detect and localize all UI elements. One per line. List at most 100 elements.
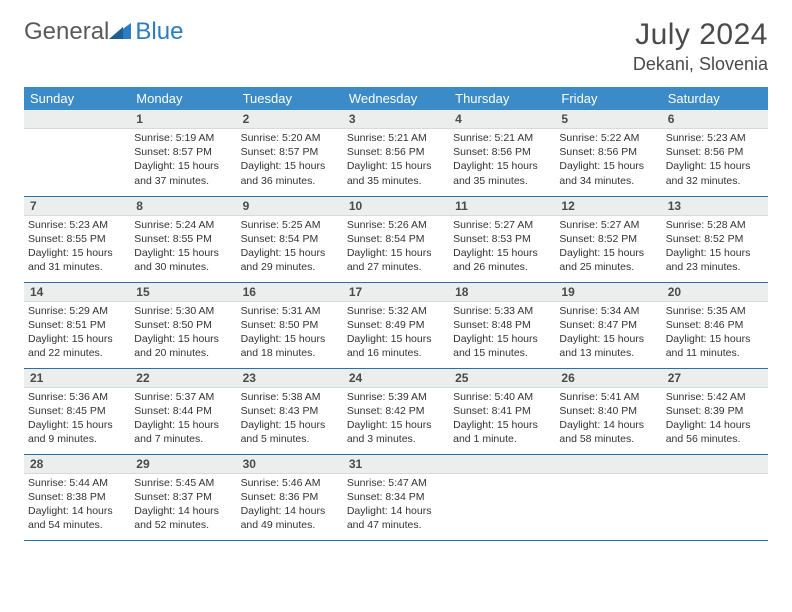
weekday-header: Wednesday <box>343 87 449 110</box>
day-number <box>662 455 768 474</box>
day-details: Sunrise: 5:23 AMSunset: 8:56 PMDaylight:… <box>662 129 768 192</box>
calendar-row: 14Sunrise: 5:29 AMSunset: 8:51 PMDayligh… <box>24 282 768 368</box>
sunset-line: Sunset: 8:55 PM <box>28 232 126 246</box>
daylight-line: Daylight: 15 hours and 5 minutes. <box>241 418 339 446</box>
sunrise-line: Sunrise: 5:38 AM <box>241 390 339 404</box>
daylight-line: Daylight: 14 hours and 54 minutes. <box>28 504 126 532</box>
sunrise-line: Sunrise: 5:24 AM <box>134 218 232 232</box>
sunrise-line: Sunrise: 5:39 AM <box>347 390 445 404</box>
day-details: Sunrise: 5:39 AMSunset: 8:42 PMDaylight:… <box>343 388 449 451</box>
daylight-line: Daylight: 15 hours and 32 minutes. <box>666 159 764 187</box>
day-details: Sunrise: 5:47 AMSunset: 8:34 PMDaylight:… <box>343 474 449 537</box>
day-details: Sunrise: 5:21 AMSunset: 8:56 PMDaylight:… <box>449 129 555 192</box>
sunrise-line: Sunrise: 5:29 AM <box>28 304 126 318</box>
calendar-cell: 5Sunrise: 5:22 AMSunset: 8:56 PMDaylight… <box>555 110 661 196</box>
calendar-cell: 4Sunrise: 5:21 AMSunset: 8:56 PMDaylight… <box>449 110 555 196</box>
daylight-line: Daylight: 15 hours and 23 minutes. <box>666 246 764 274</box>
day-number: 21 <box>24 369 130 388</box>
daylight-line: Daylight: 15 hours and 13 minutes. <box>559 332 657 360</box>
sunset-line: Sunset: 8:50 PM <box>134 318 232 332</box>
day-number: 1 <box>130 110 236 129</box>
calendar-cell <box>449 454 555 540</box>
calendar-row: 7Sunrise: 5:23 AMSunset: 8:55 PMDaylight… <box>24 196 768 282</box>
day-number: 22 <box>130 369 236 388</box>
daylight-line: Daylight: 15 hours and 3 minutes. <box>347 418 445 446</box>
daylight-line: Daylight: 15 hours and 11 minutes. <box>666 332 764 360</box>
calendar-cell: 31Sunrise: 5:47 AMSunset: 8:34 PMDayligh… <box>343 454 449 540</box>
daylight-line: Daylight: 15 hours and 7 minutes. <box>134 418 232 446</box>
sunset-line: Sunset: 8:36 PM <box>241 490 339 504</box>
daylight-line: Daylight: 15 hours and 1 minute. <box>453 418 551 446</box>
day-number: 20 <box>662 283 768 302</box>
calendar-cell: 24Sunrise: 5:39 AMSunset: 8:42 PMDayligh… <box>343 368 449 454</box>
calendar-cell: 11 Sunrise: 5:27 AMSunset: 8:53 PMDayligh… <box>449 196 555 282</box>
day-details: Sunrise: 5:23 AMSunset: 8:55 PMDaylight:… <box>24 216 130 279</box>
day-details: Sunrise: 5:29 AMSunset: 8:51 PMDaylight:… <box>24 302 130 365</box>
daylight-line: Daylight: 14 hours and 47 minutes. <box>347 504 445 532</box>
day-number: 9 <box>237 197 343 216</box>
day-details: Sunrise: 5:46 AMSunset: 8:36 PMDaylight:… <box>237 474 343 537</box>
day-number: 11 <box>449 197 555 216</box>
calendar-cell: 18Sunrise: 5:33 AMSunset: 8:48 PMDayligh… <box>449 282 555 368</box>
day-number <box>24 110 130 129</box>
day-number: 7 <box>24 197 130 216</box>
calendar-cell: 2Sunrise: 5:20 AMSunset: 8:57 PMDaylight… <box>237 110 343 196</box>
sunrise-line: Sunrise: 5:32 AM <box>347 304 445 318</box>
day-number: 23 <box>237 369 343 388</box>
sunset-line: Sunset: 8:45 PM <box>28 404 126 418</box>
weekday-header: Thursday <box>449 87 555 110</box>
calendar-cell: 19Sunrise: 5:34 AMSunset: 8:47 PMDayligh… <box>555 282 661 368</box>
day-number: 13 <box>662 197 768 216</box>
sunrise-line: Sunrise: 5:27 AM <box>559 218 657 232</box>
day-number: 26 <box>555 369 661 388</box>
day-details: Sunrise: 5:20 AMSunset: 8:57 PMDaylight:… <box>237 129 343 192</box>
daylight-line: Daylight: 15 hours and 26 minutes. <box>453 246 551 274</box>
daylight-line: Daylight: 15 hours and 20 minutes. <box>134 332 232 360</box>
day-number: 15 <box>130 283 236 302</box>
day-number: 10 <box>343 197 449 216</box>
sunset-line: Sunset: 8:42 PM <box>347 404 445 418</box>
daylight-line: Daylight: 15 hours and 30 minutes. <box>134 246 232 274</box>
day-number: 28 <box>24 455 130 474</box>
sunset-line: Sunset: 8:47 PM <box>559 318 657 332</box>
sunrise-line: Sunrise: 5:27 AM <box>453 218 551 232</box>
day-details: Sunrise: 5:32 AMSunset: 8:49 PMDaylight:… <box>343 302 449 365</box>
daylight-line: Daylight: 15 hours and 18 minutes. <box>241 332 339 360</box>
day-details: Sunrise: 5:42 AMSunset: 8:39 PMDaylight:… <box>662 388 768 451</box>
sunset-line: Sunset: 8:39 PM <box>666 404 764 418</box>
day-details: Sunrise: 5:30 AMSunset: 8:50 PMDaylight:… <box>130 302 236 365</box>
daylight-line: Daylight: 15 hours and 35 minutes. <box>347 159 445 187</box>
sunset-line: Sunset: 8:50 PM <box>241 318 339 332</box>
sunset-line: Sunset: 8:38 PM <box>28 490 126 504</box>
calendar-cell: 30Sunrise: 5:46 AMSunset: 8:36 PMDayligh… <box>237 454 343 540</box>
day-number: 29 <box>130 455 236 474</box>
sunset-line: Sunset: 8:46 PM <box>666 318 764 332</box>
calendar-cell: 9Sunrise: 5:25 AMSunset: 8:54 PMDaylight… <box>237 196 343 282</box>
brand-part1: General <box>24 18 109 46</box>
header: General Blue July 2024 Dekani, Slovenia <box>24 18 768 75</box>
calendar-cell: 13Sunrise: 5:28 AMSunset: 8:52 PMDayligh… <box>662 196 768 282</box>
calendar-cell: 3Sunrise: 5:21 AMSunset: 8:56 PMDaylight… <box>343 110 449 196</box>
sunrise-line: Sunrise: 5:22 AM <box>559 131 657 145</box>
month-title: July 2024 <box>633 18 768 52</box>
day-details: Sunrise: 5:27 AMSunset: 8:52 PMDaylight:… <box>555 216 661 279</box>
sunrise-line: Sunrise: 5:33 AM <box>453 304 551 318</box>
day-details: Sunrise: 5:26 AMSunset: 8:54 PMDaylight:… <box>343 216 449 279</box>
brand-logo: General Blue <box>24 18 183 46</box>
calendar-cell: 6Sunrise: 5:23 AMSunset: 8:56 PMDaylight… <box>662 110 768 196</box>
daylight-line: Daylight: 15 hours and 15 minutes. <box>453 332 551 360</box>
calendar-cell: 20Sunrise: 5:35 AMSunset: 8:46 PMDayligh… <box>662 282 768 368</box>
sunrise-line: Sunrise: 5:28 AM <box>666 218 764 232</box>
sunrise-line: Sunrise: 5:34 AM <box>559 304 657 318</box>
daylight-line: Daylight: 14 hours and 52 minutes. <box>134 504 232 532</box>
calendar-row: 28Sunrise: 5:44 AMSunset: 8:38 PMDayligh… <box>24 454 768 540</box>
calendar-cell: 26Sunrise: 5:41 AMSunset: 8:40 PMDayligh… <box>555 368 661 454</box>
calendar-cell: 12Sunrise: 5:27 AMSunset: 8:52 PMDayligh… <box>555 196 661 282</box>
sunset-line: Sunset: 8:34 PM <box>347 490 445 504</box>
calendar-header-row: SundayMondayTuesdayWednesdayThursdayFrid… <box>24 87 768 110</box>
day-number: 31 <box>343 455 449 474</box>
day-details: Sunrise: 5:45 AMSunset: 8:37 PMDaylight:… <box>130 474 236 537</box>
sunset-line: Sunset: 8:53 PM <box>453 232 551 246</box>
daylight-line: Daylight: 15 hours and 36 minutes. <box>241 159 339 187</box>
sunset-line: Sunset: 8:44 PM <box>134 404 232 418</box>
